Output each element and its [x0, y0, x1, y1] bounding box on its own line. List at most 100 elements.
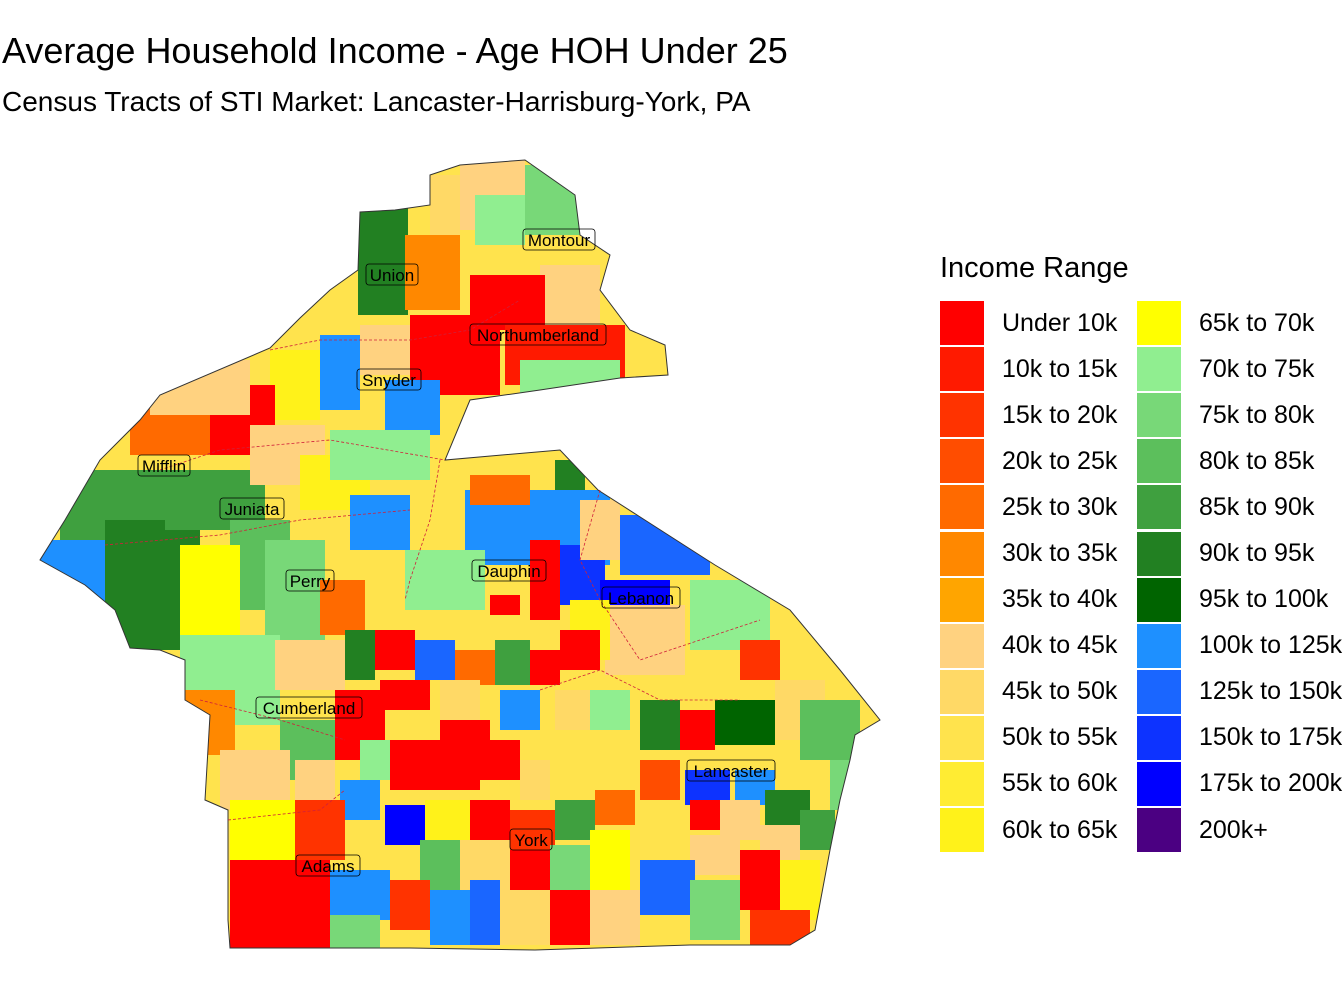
- svg-text:York: York: [514, 831, 548, 850]
- legend-item: 45k to 50k: [940, 669, 1117, 715]
- legend-column-2: 65k to 70k 70k to 75k 75k to 80k 80k to 85k…: [1137, 300, 1342, 853]
- census-tract-map: Montour Union Northumberland Snyder Miff…: [39, 159, 881, 951]
- legend-label: 150k to 175k: [1199, 723, 1343, 752]
- svg-text:Juniata: Juniata: [225, 500, 280, 519]
- legend-label: 20k to 25k: [1002, 446, 1118, 475]
- legend-swatch: [940, 393, 984, 438]
- legend-item: 125k to 150k: [1137, 669, 1342, 715]
- legend-label: 75k to 80k: [1199, 400, 1315, 429]
- county-label-cumberland: Cumberland: [255, 696, 363, 719]
- legend-item: 80k to 85k: [1137, 438, 1342, 484]
- svg-text:Montour: Montour: [528, 231, 591, 250]
- legend-swatch: [1137, 531, 1181, 576]
- county-label-dauphin: Dauphin: [471, 559, 547, 582]
- legend-label: 40k to 45k: [1002, 631, 1118, 660]
- legend-swatch: [940, 485, 984, 530]
- legend-swatch: [1137, 347, 1181, 392]
- legend-label: 10k to 15k: [1002, 354, 1118, 383]
- legend-item: 25k to 30k: [940, 484, 1117, 530]
- county-label-lebanon: Lebanon: [601, 586, 681, 609]
- legend-swatch: [940, 439, 984, 484]
- legend-title: Income Range: [940, 252, 1129, 284]
- legend-swatch: [1137, 301, 1181, 346]
- legend-item: 20k to 25k: [940, 438, 1117, 484]
- legend-item: 200k+: [1137, 807, 1342, 853]
- legend-item: 90k to 95k: [1137, 530, 1342, 576]
- county-label-york: York: [509, 828, 553, 851]
- legend-label: 35k to 40k: [1002, 585, 1118, 614]
- county-label-juniata: Juniata: [219, 497, 285, 520]
- legend-swatch: [940, 301, 984, 346]
- legend-item: 40k to 45k: [940, 623, 1117, 669]
- county-label-lancaster: Lancaster: [686, 759, 776, 782]
- svg-text:Lancaster: Lancaster: [694, 762, 769, 781]
- legend-item: 30k to 35k: [940, 530, 1117, 576]
- legend-label: 85k to 90k: [1199, 492, 1315, 521]
- legend-item: 55k to 60k: [940, 761, 1117, 807]
- map-title: Average Household Income - Age HOH Under…: [2, 30, 788, 71]
- county-label-union: Union: [365, 263, 419, 286]
- svg-text:Snyder: Snyder: [362, 371, 416, 390]
- legend-swatch: [1137, 669, 1181, 714]
- map-subtitle: Census Tracts of STI Market: Lancaster-H…: [2, 86, 751, 117]
- legend-swatch: [940, 531, 984, 576]
- svg-text:Lebanon: Lebanon: [608, 589, 674, 608]
- county-label-adams: Adams: [295, 854, 361, 877]
- legend-item: 75k to 80k: [1137, 392, 1342, 438]
- legend-label: 200k+: [1199, 815, 1268, 844]
- legend-swatch: [940, 669, 984, 714]
- svg-text:Union: Union: [370, 266, 414, 285]
- tract-polygons: [40, 160, 880, 950]
- county-boundaries: [104, 299, 761, 821]
- svg-text:Northumberland: Northumberland: [477, 326, 599, 345]
- legend-swatch: [940, 715, 984, 760]
- county-label-mifflin: Mifflin: [137, 454, 191, 477]
- legend-item: 35k to 40k: [940, 577, 1117, 623]
- legend-swatch: [1137, 577, 1181, 622]
- svg-text:Mifflin: Mifflin: [142, 457, 186, 476]
- legend-item: 65k to 70k: [1137, 300, 1342, 346]
- svg-text:Adams: Adams: [302, 857, 355, 876]
- county-label-perry: Perry: [285, 569, 335, 592]
- legend-label: 100k to 125k: [1199, 631, 1343, 660]
- legend-label: 175k to 200k: [1199, 769, 1343, 798]
- legend-item: 60k to 65k: [940, 807, 1117, 853]
- county-label-montour: Montour: [522, 228, 596, 251]
- legend-item: Under 10k: [940, 300, 1117, 346]
- legend-swatch: [1137, 808, 1181, 853]
- legend-item: 150k to 175k: [1137, 715, 1342, 761]
- legend-label: 125k to 150k: [1199, 677, 1343, 706]
- legend-label: 80k to 85k: [1199, 446, 1315, 475]
- legend-swatch: [1137, 393, 1181, 438]
- legend-label: 45k to 50k: [1002, 677, 1118, 706]
- legend-label: 50k to 55k: [1002, 723, 1118, 752]
- legend-label: 70k to 75k: [1199, 354, 1315, 383]
- legend-label: 65k to 70k: [1199, 308, 1315, 337]
- legend-label: 30k to 35k: [1002, 539, 1118, 568]
- legend-item: 15k to 20k: [940, 392, 1117, 438]
- legend-swatch: [940, 761, 984, 806]
- legend-item: 50k to 55k: [940, 715, 1117, 761]
- region-outline: [39, 159, 881, 951]
- county-labels: Montour Union Northumberland Snyder Miff…: [137, 228, 776, 877]
- legend-item: 95k to 100k: [1137, 577, 1342, 623]
- legend-label: 15k to 20k: [1002, 400, 1118, 429]
- legend-swatch: [1137, 439, 1181, 484]
- legend-label: 95k to 100k: [1199, 585, 1329, 614]
- legend-swatch: [940, 577, 984, 622]
- legend-label: 55k to 60k: [1002, 769, 1118, 798]
- county-label-northumberland: Northumberland: [469, 323, 607, 346]
- legend-swatch: [1137, 623, 1181, 668]
- county-label-snyder: Snyder: [356, 368, 422, 391]
- legend-swatch: [1137, 715, 1181, 760]
- legend-swatch: [940, 347, 984, 392]
- legend-swatch: [940, 623, 984, 668]
- legend-item: 85k to 90k: [1137, 484, 1342, 530]
- legend-column-1: Under 10k 10k to 15k 15k to 20k 20k to 25k 2…: [940, 300, 1117, 853]
- legend-swatch: [940, 808, 984, 853]
- legend-swatch: [1137, 485, 1181, 530]
- legend-item: 100k to 125k: [1137, 623, 1342, 669]
- legend-label: 25k to 30k: [1002, 492, 1118, 521]
- legend-swatch: [1137, 761, 1181, 806]
- legend-item: 70k to 75k: [1137, 346, 1342, 392]
